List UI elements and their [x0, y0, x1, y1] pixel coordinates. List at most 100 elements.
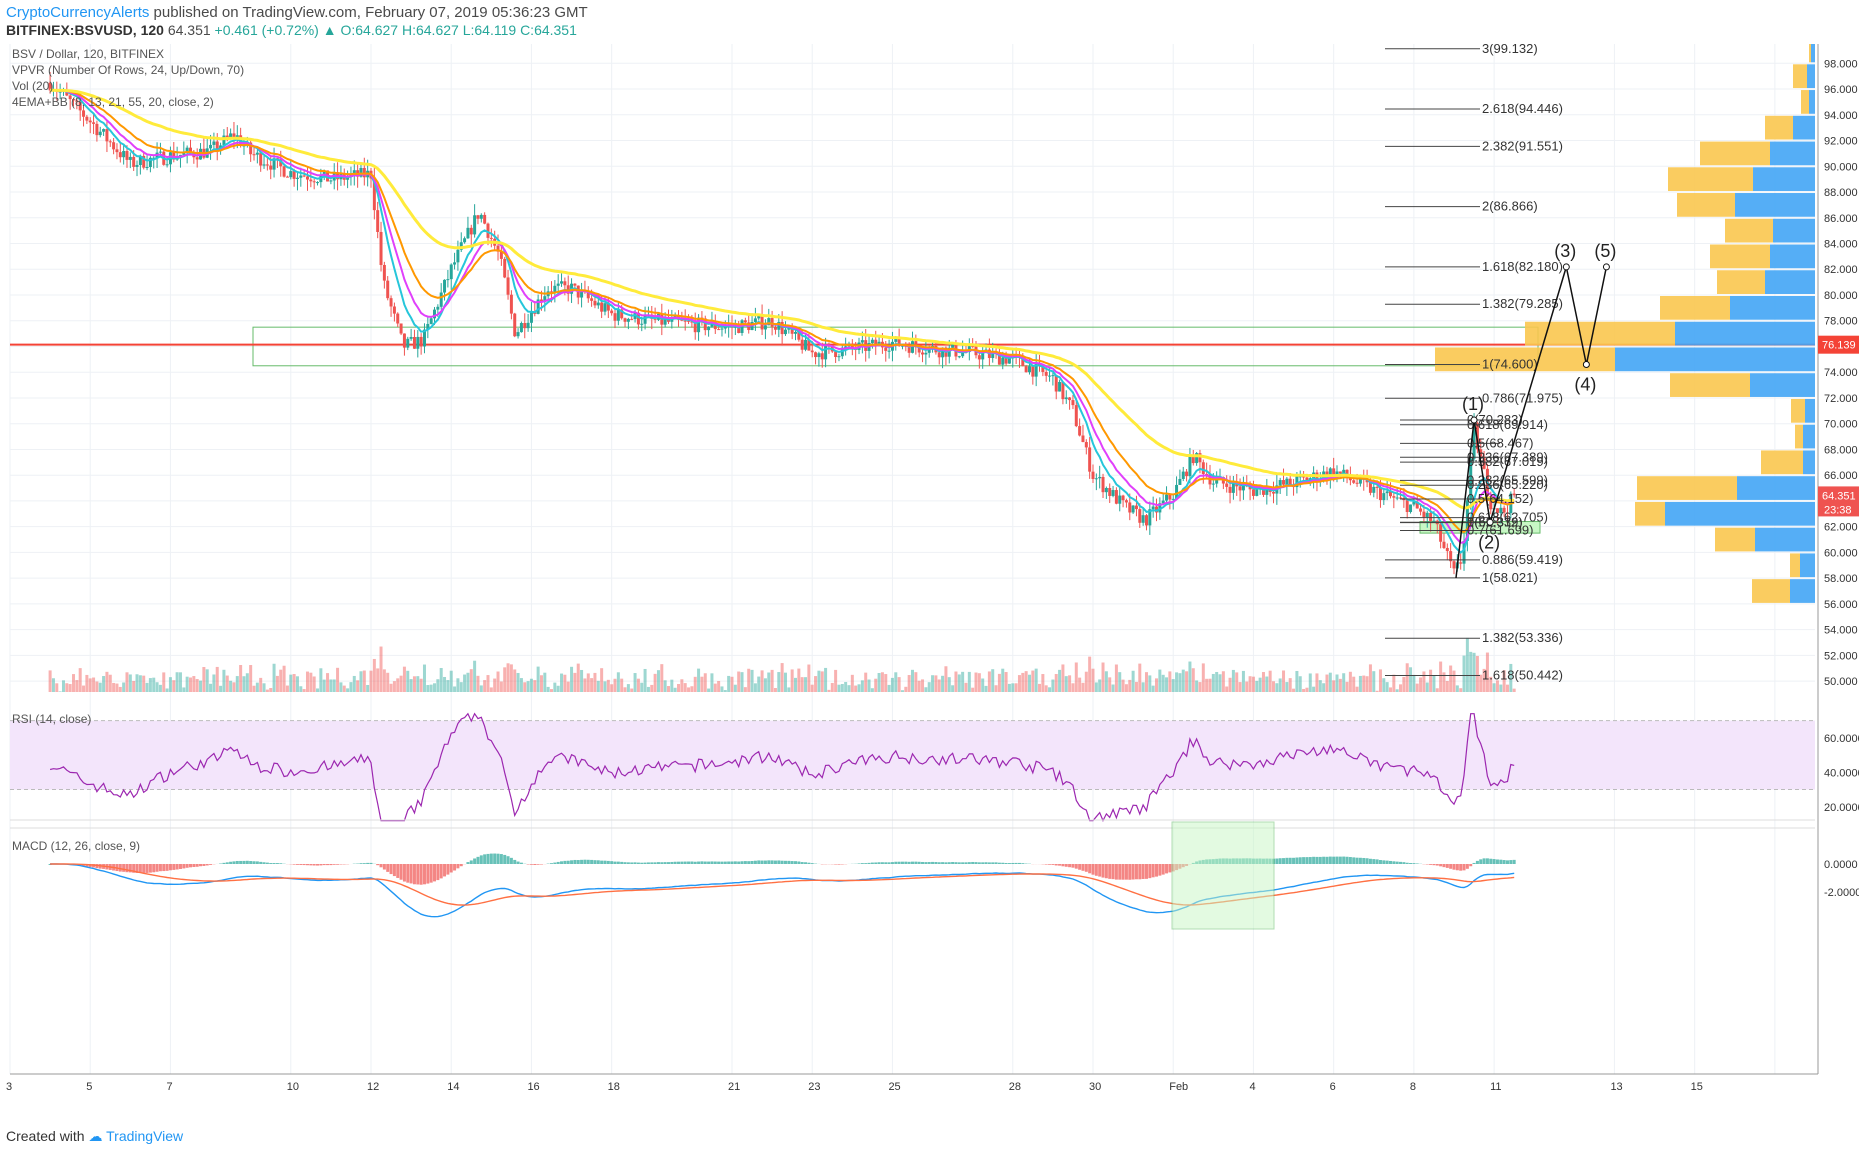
candle-body: [977, 355, 981, 360]
volume-bar: [546, 686, 550, 692]
macd-histogram-bar: [563, 860, 567, 864]
candle-body: [550, 291, 553, 293]
volume-bar: [479, 685, 483, 692]
macd-histogram-bar: [459, 864, 463, 867]
macd-histogram-bar: [1094, 864, 1098, 876]
volume-bar: [439, 668, 443, 692]
volume-bar: [1265, 676, 1269, 692]
candle-body: [359, 167, 363, 177]
candle-body: [305, 176, 309, 180]
macd-histogram-bar: [957, 862, 961, 864]
candle-body: [1348, 477, 1352, 481]
candle-body: [693, 322, 697, 333]
macd-histogram-bar: [991, 862, 995, 864]
candle-body: [1315, 472, 1319, 482]
macd-histogram-bar: [1469, 864, 1473, 867]
macd-histogram-bar: [763, 860, 767, 864]
candle-body: [302, 175, 306, 177]
volume-bar: [783, 672, 787, 692]
candle-body: [1181, 471, 1185, 479]
candle-body: [703, 318, 707, 331]
volume-bar: [633, 673, 637, 692]
volume-bar: [152, 677, 156, 692]
volume-bar: [1365, 676, 1369, 692]
volume-bar: [610, 684, 614, 692]
volume-bar: [289, 674, 293, 692]
volume-bar: [1074, 662, 1078, 692]
volume-bar: [974, 672, 978, 692]
candle-body: [152, 157, 156, 159]
tradingview-link[interactable]: TradingView: [106, 1128, 184, 1144]
macd-histogram-bar: [1495, 859, 1499, 864]
candle-body: [1134, 505, 1138, 510]
candle-body: [125, 151, 129, 160]
candle-body: [870, 339, 874, 344]
macd-histogram-bar: [265, 862, 269, 864]
vp-sell-bar: [1635, 501, 1665, 526]
macd-histogram-bar: [272, 863, 276, 864]
candle-body: [299, 175, 303, 178]
rsi-tick: 20.0000: [1824, 802, 1859, 814]
vp-sell-bar: [1752, 579, 1790, 603]
macd-histogram-bar: [1332, 856, 1336, 864]
volume-bar: [670, 679, 674, 692]
macd-histogram-bar: [683, 861, 687, 864]
candle-body: [436, 306, 440, 310]
vp-buy-bar: [1770, 244, 1815, 269]
candle-body: [419, 336, 423, 347]
volume-bar: [65, 683, 69, 692]
candle-body: [312, 181, 316, 183]
macd-histogram-bar: [125, 864, 129, 873]
volume-bar: [603, 681, 607, 692]
candle-body: [386, 280, 390, 299]
macd-histogram-bar: [128, 864, 132, 873]
author-link[interactable]: CryptoCurrencyAlerts: [6, 4, 150, 21]
volume-bar: [346, 688, 350, 692]
volume-bar: [1248, 676, 1252, 692]
macd-histogram-bar: [1432, 864, 1436, 866]
candle-body: [1255, 489, 1259, 496]
macd-histogram-bar: [603, 860, 607, 864]
candle-body: [683, 320, 687, 322]
macd-histogram-bar: [1312, 856, 1316, 864]
volume-bar: [148, 678, 152, 692]
candle-body: [566, 285, 570, 294]
candle-body: [1475, 423, 1479, 450]
candle-body: [285, 176, 289, 178]
volume-bar: [322, 679, 326, 692]
macd-histogram-bar: [1342, 856, 1346, 864]
candle-body: [620, 309, 624, 319]
time-tick: Feb: [1169, 1081, 1188, 1093]
candle-body: [1058, 381, 1062, 392]
volume-bar: [366, 684, 370, 692]
macd-histogram-bar: [419, 864, 423, 885]
volume-bar: [693, 676, 697, 692]
price-tick: 84.000: [1824, 239, 1858, 251]
macd-histogram-bar: [673, 861, 677, 864]
macd-histogram-bar: [1308, 857, 1312, 864]
price-chart[interactable]: 0(70.283)0.618(69.914)0.5(68.467)0.236(6…: [0, 44, 1859, 1124]
macd-histogram-bar: [1078, 864, 1082, 870]
macd-histogram-bar: [733, 861, 737, 864]
volume-bar: [1158, 669, 1162, 692]
wave-point: [1562, 263, 1570, 271]
candle-body: [269, 165, 273, 170]
volume-bar: [299, 686, 303, 692]
price-tick: 94.000: [1824, 110, 1858, 122]
candle-body: [1429, 512, 1433, 521]
volume-bar: [1165, 677, 1169, 692]
macd-histogram-bar: [1315, 856, 1319, 864]
candle-body: [382, 264, 386, 281]
volume-bar: [1338, 678, 1342, 692]
macd-histogram-bar: [1378, 860, 1382, 864]
macd-histogram-bar: [1502, 860, 1506, 864]
time-tick: 21: [728, 1081, 740, 1093]
volume-bar: [1439, 661, 1443, 692]
candle-body: [108, 141, 112, 143]
macd-histogram-bar: [723, 861, 727, 864]
time-tick: 16: [527, 1081, 539, 1093]
macd-histogram-bar: [299, 864, 303, 865]
volume-bar: [192, 676, 196, 692]
volume-bar: [563, 674, 567, 692]
volume-bar: [917, 680, 921, 692]
